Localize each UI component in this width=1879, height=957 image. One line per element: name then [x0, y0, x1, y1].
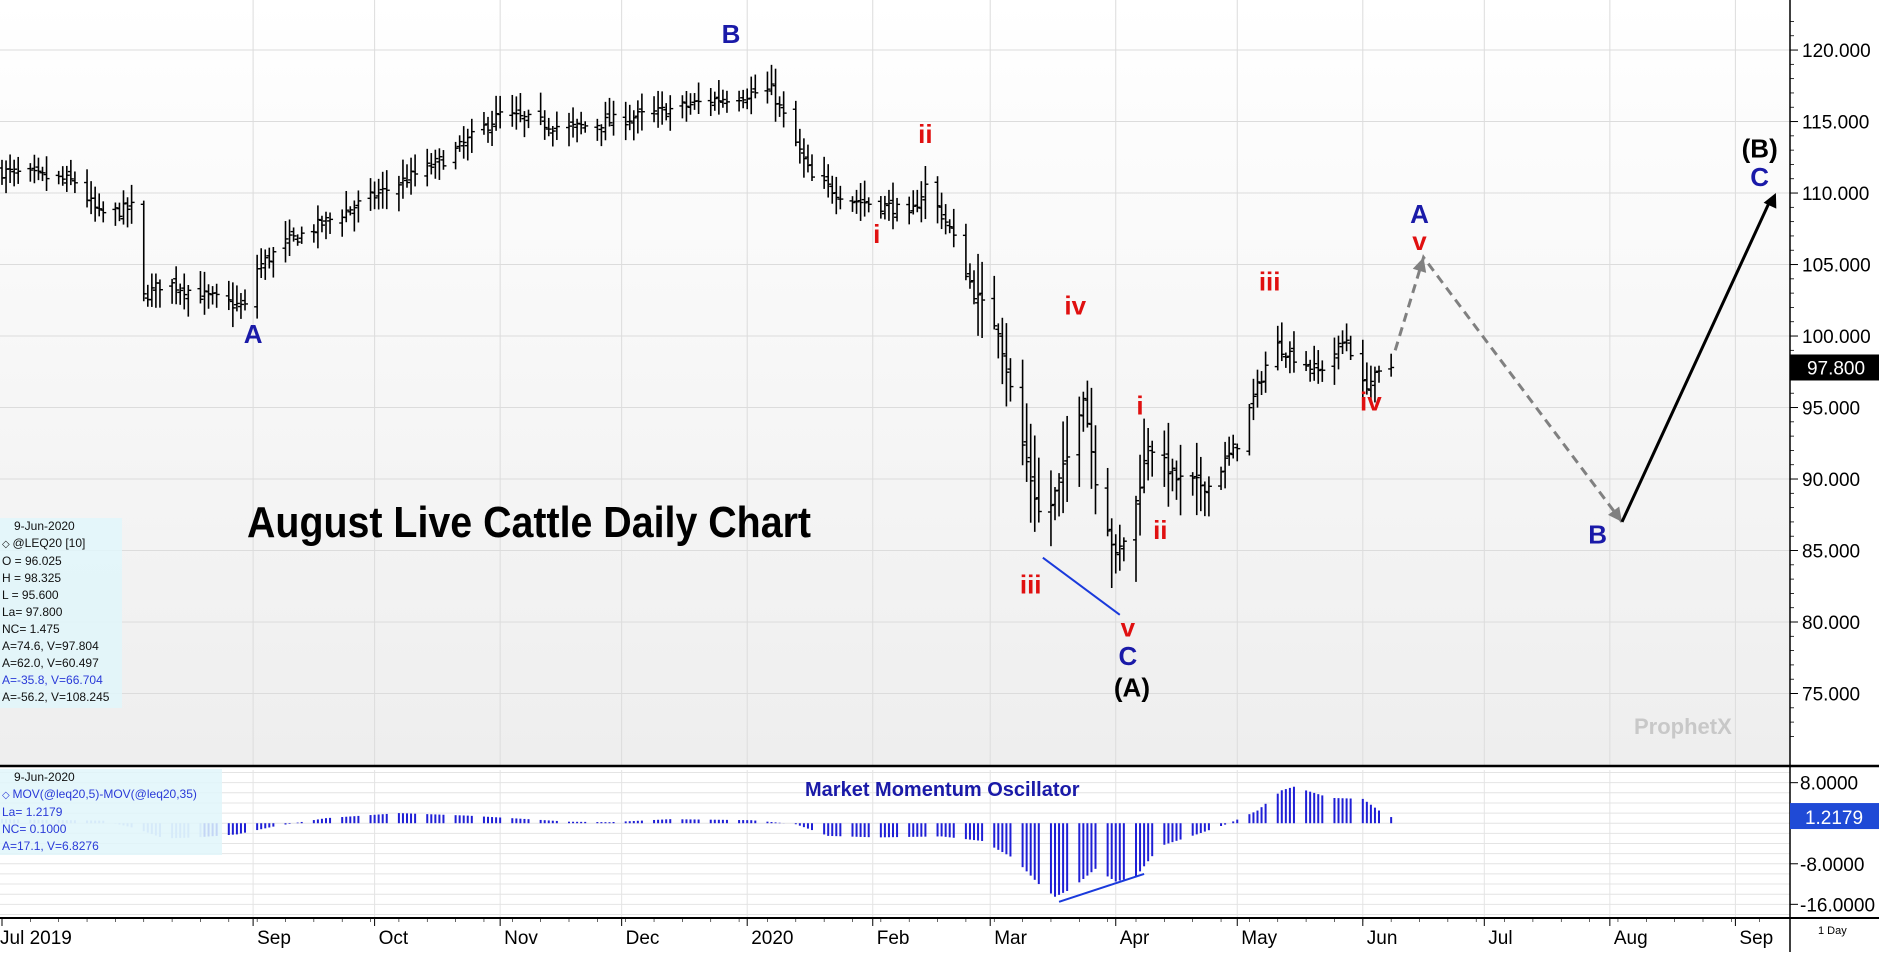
- month-label: Dec: [626, 928, 660, 949]
- price-info-line: A=-35.8, V=66.704: [2, 673, 103, 687]
- month-label: Feb: [877, 928, 910, 949]
- period-label: 1 Day: [1818, 925, 1847, 937]
- wave-label: C: [1750, 162, 1769, 192]
- chart-title: August Live Cattle Daily Chart: [247, 498, 811, 547]
- month-label: May: [1241, 928, 1277, 949]
- oscillator-info-formula: ◇ MOV(@leq20,5)-MOV(@leq20,35): [2, 786, 222, 804]
- month-label: Aug: [1614, 928, 1648, 949]
- price-bars: [0, 64, 1395, 589]
- month-label: Jul 2019: [0, 928, 72, 949]
- price-info-line: A=62.0, V=60.497: [2, 656, 99, 670]
- month-label: Sep: [1739, 928, 1773, 949]
- wave-label: iv: [1360, 386, 1382, 416]
- forecast-arrowhead: [1763, 193, 1777, 209]
- wave-label: iii: [1259, 266, 1281, 296]
- wave-label: ii: [918, 119, 932, 149]
- forecast-arrowhead: [1412, 257, 1427, 273]
- price-tick-label: 75.000: [1802, 685, 1860, 706]
- wave-label: i: [1136, 391, 1143, 421]
- wave-label: i: [873, 219, 880, 249]
- oscillator-info-line: La= 1.2179: [2, 805, 63, 819]
- wave-label: C: [1119, 641, 1138, 671]
- price-y-axis: 120.000 115.000 110.000 105.000 100.000 95.00…: [1790, 21, 1871, 737]
- wave-label: (A): [1114, 672, 1150, 702]
- price-info-symbol: ◇ @LEQ20 [10]: [2, 535, 122, 553]
- diamond-icon: ◇: [2, 539, 13, 550]
- wave-label: A: [1410, 199, 1429, 229]
- diamond-icon: ◇: [2, 790, 13, 801]
- price-info-line: A=74.6, V=97.804: [2, 639, 99, 653]
- month-label: Nov: [504, 928, 538, 949]
- price-trendline: [1042, 556, 1121, 616]
- oscillator-divergence-line: [1058, 872, 1145, 903]
- last-oscillator-label: 1.2179: [1805, 808, 1863, 829]
- wave-label: (B): [1742, 133, 1778, 163]
- oscillator-tick-label: 8.0000: [1800, 774, 1858, 795]
- price-info-date: 9-Jun-2020: [14, 519, 75, 533]
- last-price-tag: 97.800: [1790, 354, 1879, 381]
- price-grid: [0, 0, 1790, 765]
- last-price-label: 97.800: [1807, 358, 1865, 379]
- oscillator-info-line: NC= 0.1000: [2, 822, 67, 836]
- oscillator-y-axis: 8.0000 -8.0000 -16.0000: [1790, 774, 1875, 916]
- price-panel-background: [0, 0, 1790, 765]
- oscillator-info-date: 9-Jun-2020: [14, 770, 75, 784]
- price-tick-label: 95.000: [1802, 399, 1860, 420]
- wave-label: B: [722, 19, 741, 49]
- wave-label: ii: [1153, 515, 1167, 545]
- wave-label: v: [1121, 612, 1136, 642]
- symbol-label: @LEQ20 [10]: [12, 536, 86, 550]
- price-info-box: 9-Jun-2020 ◇ @LEQ20 [10] O = 96.025 H = …: [0, 518, 122, 708]
- price-info-line: O = 96.025: [2, 554, 62, 568]
- price-info-line: L = 95.600: [2, 588, 59, 602]
- wave-label: B: [1588, 519, 1607, 549]
- brand-logo: ProphetX: [1634, 714, 1732, 739]
- month-label: Apr: [1120, 928, 1150, 949]
- wave-label: v: [1412, 226, 1427, 256]
- month-label: Mar: [994, 928, 1027, 949]
- oscillator-grid: [0, 770, 1790, 917]
- price-tick-label: 105.000: [1802, 256, 1871, 277]
- oscillator-info-line: A=17.1, V=6.8276: [2, 839, 99, 853]
- oscillator-info-box: 9-Jun-2020 ◇ MOV(@leq20,5)-MOV(@leq20,35…: [0, 769, 222, 855]
- price-tick-label: 85.000: [1802, 542, 1860, 563]
- formula-label: MOV(@leq20,5)-MOV(@leq20,35): [12, 787, 197, 801]
- oscillator-tick-label: -8.0000: [1800, 855, 1864, 876]
- forecast-arrowhead: [1607, 506, 1622, 522]
- month-label: 2020: [751, 928, 793, 949]
- oscillator-tick-label: -16.0000: [1800, 895, 1875, 916]
- price-tick-label: 90.000: [1802, 470, 1860, 491]
- price-info-line: NC= 1.475: [2, 622, 60, 636]
- wave-label: iv: [1064, 291, 1086, 321]
- oscillator-bars: [1, 786, 1393, 897]
- month-label: Jun: [1367, 928, 1398, 949]
- wave-label: iii: [1020, 569, 1042, 599]
- price-tick-label: 80.000: [1802, 613, 1860, 634]
- price-info-line: H = 98.325: [2, 571, 62, 585]
- time-x-axis: Jul 2019 Sep Oct Nov Dec 2020 Feb Mar Apr May Jun J…: [0, 918, 1773, 949]
- oscillator-title: Market Momentum Oscillator: [805, 779, 1080, 801]
- forecast-solid-path: [1620, 200, 1772, 523]
- month-label: Sep: [257, 928, 291, 949]
- month-label: Oct: [379, 928, 409, 949]
- last-oscillator-tag: 1.2179: [1790, 803, 1879, 830]
- price-info-line: A=-56.2, V=108.245: [2, 690, 110, 704]
- wave-label: A: [244, 319, 263, 349]
- price-tick-label: 115.000: [1802, 113, 1869, 134]
- price-tick-label: 120.000: [1802, 41, 1871, 62]
- price-tick-label: 100.000: [1802, 327, 1871, 348]
- price-info-line: La= 97.800: [2, 605, 63, 619]
- month-label: Jul: [1488, 928, 1512, 949]
- price-tick-label: 110.000: [1802, 184, 1869, 205]
- axis-background: [1790, 0, 1879, 952]
